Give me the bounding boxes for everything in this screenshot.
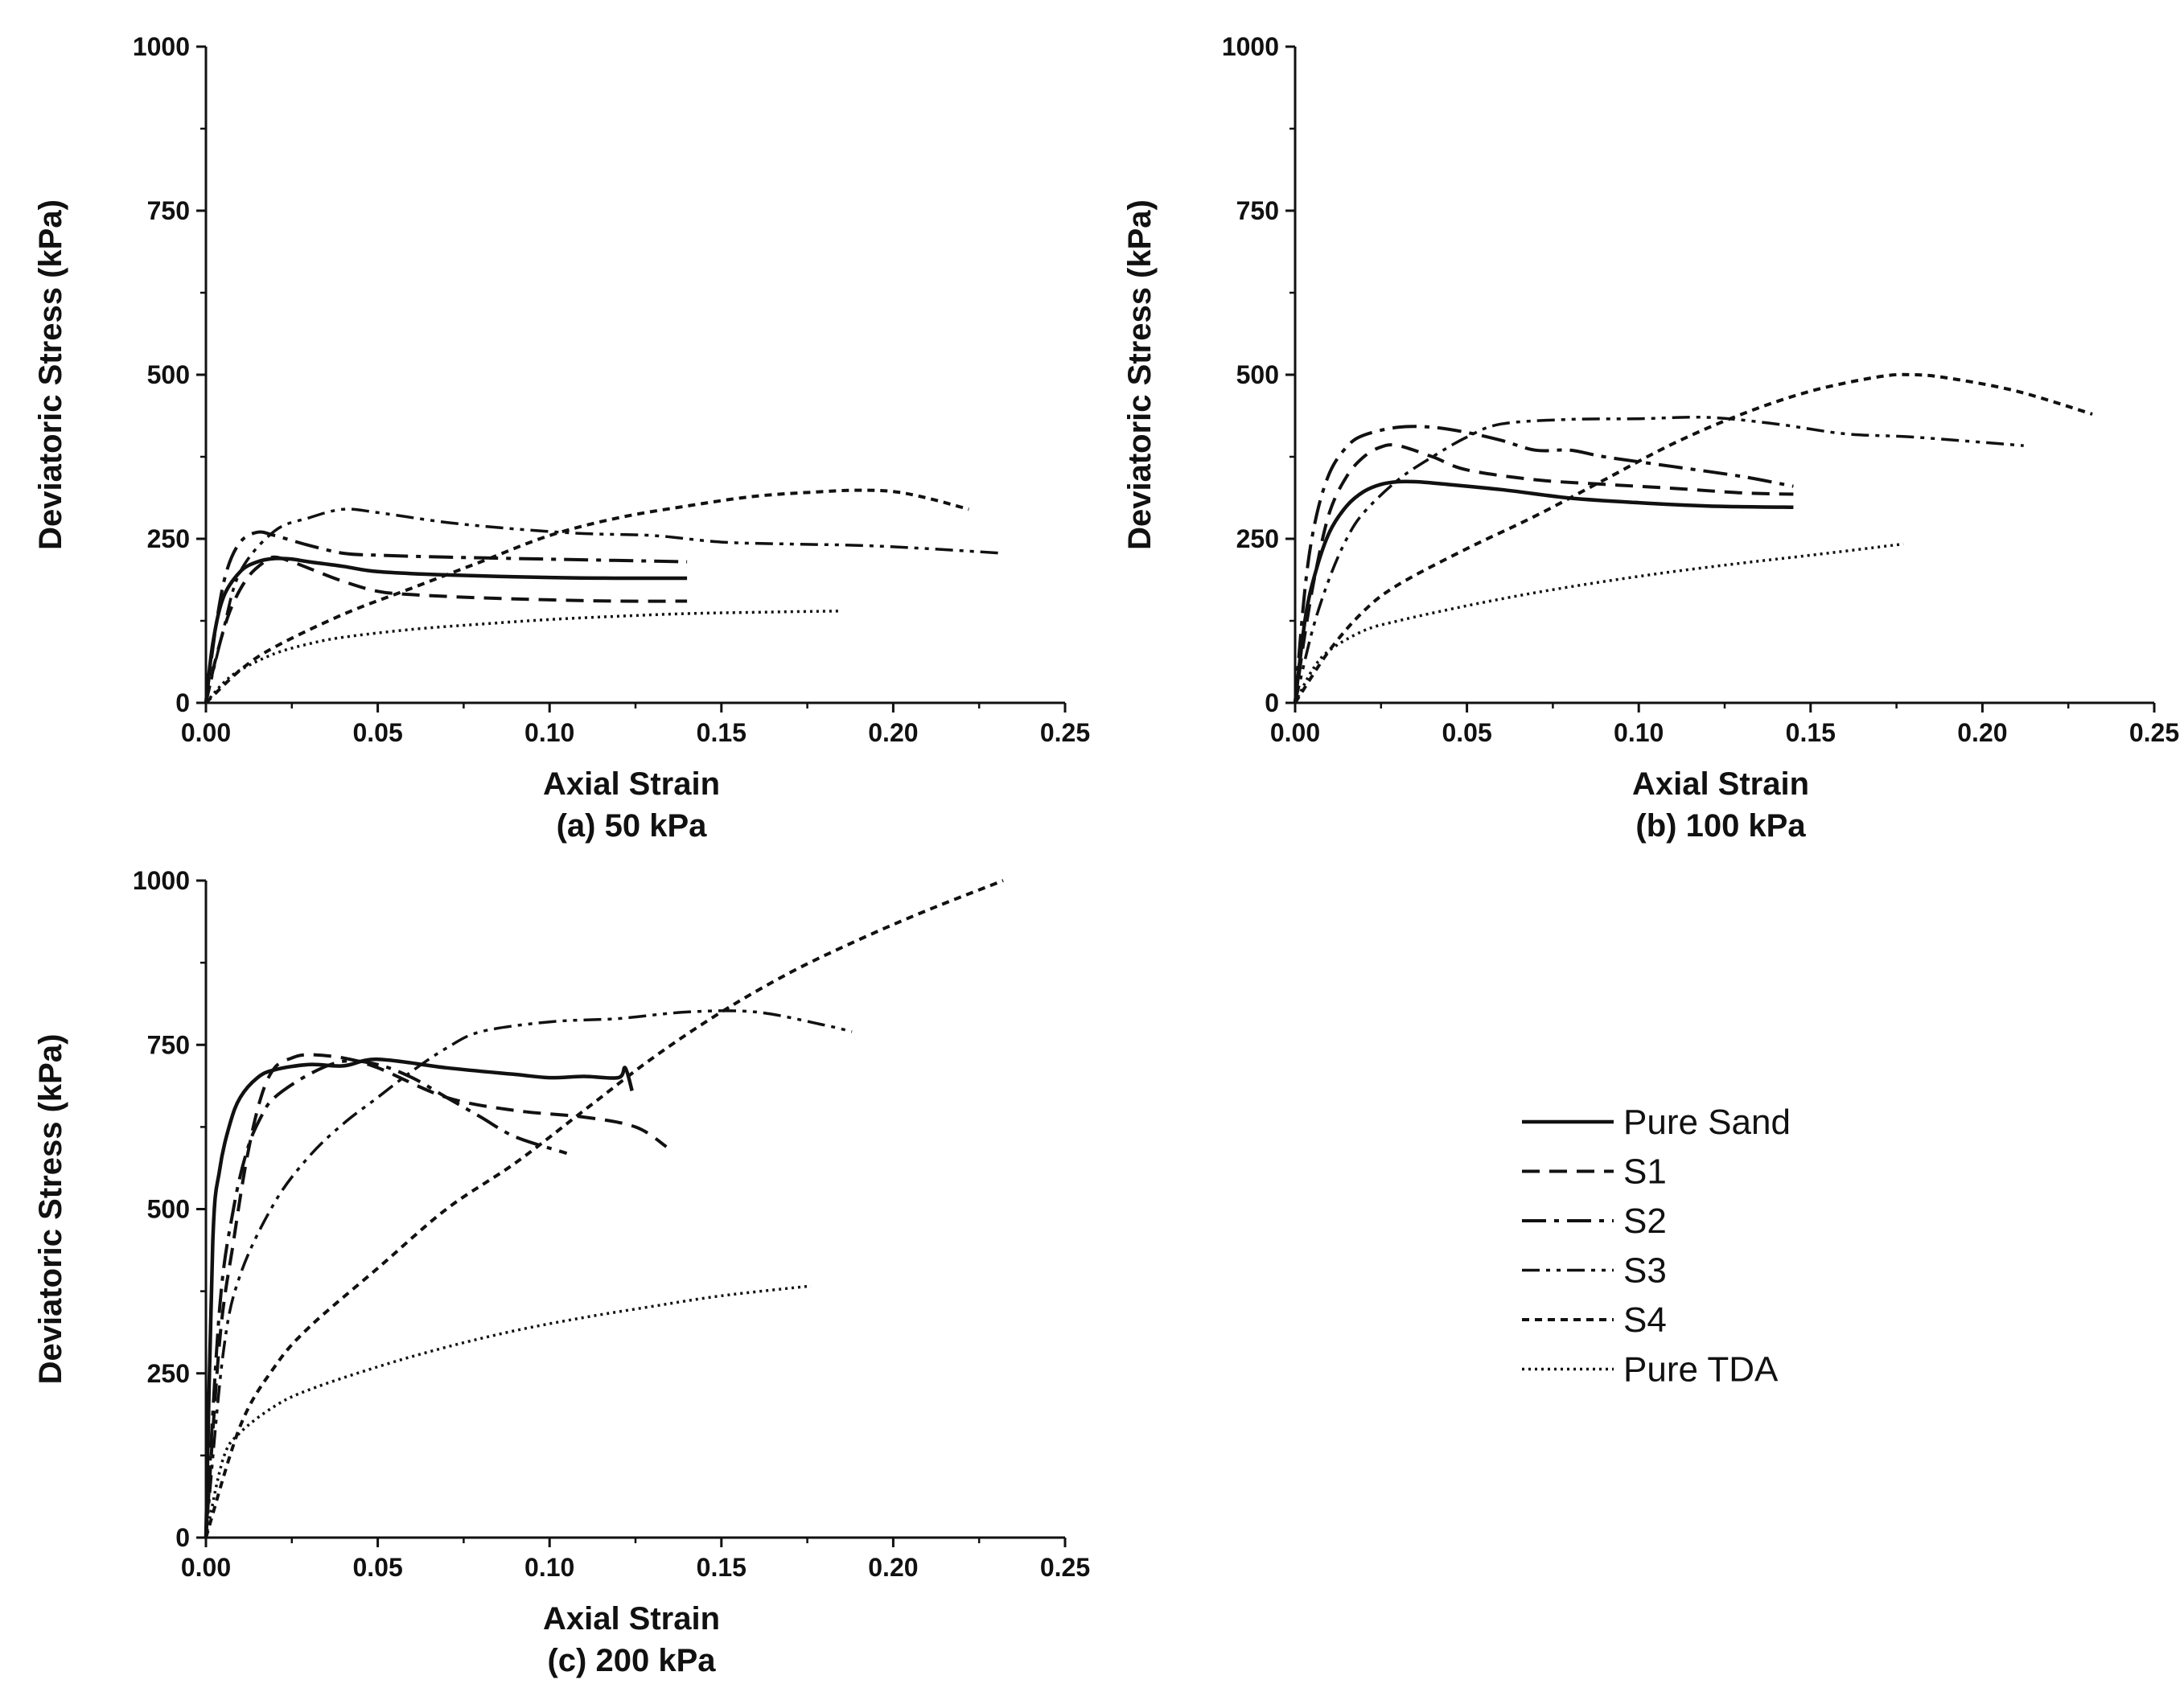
x-tick-label: 0.25 (1040, 718, 1090, 747)
panel-caption: (c) 200 kPa (547, 1643, 716, 1678)
series-line-s1 (204, 555, 688, 704)
x-axis-title: Axial Strain (543, 1601, 720, 1637)
series-line-s4 (204, 879, 1004, 1538)
x-tick-label: 0.15 (697, 718, 747, 747)
legend-label-s3: S3 (1623, 1251, 1667, 1291)
x-axis-title: Axial Strain (543, 766, 720, 802)
chart-panel-1: 0 250 500 750 1000 0.00 0.05 0.10 0.15 0.20 0.25 Ax… (33, 32, 1090, 844)
x-tick-label: 0.05 (1442, 718, 1491, 747)
y-axis-title: Deviatoric Stress (kPa) (1122, 199, 1158, 550)
legend-label-s4: S4 (1623, 1300, 1667, 1340)
legend: Pure Sand S1 S2 S3 S4 Pure TDA (1522, 1103, 1791, 1390)
y-tick-label: 250 (1236, 524, 1279, 553)
x-tick-label: 0.05 (352, 718, 402, 747)
series-line-s2 (204, 1058, 568, 1538)
y-tick-label: 500 (147, 360, 190, 389)
x-tick-label: 0.05 (352, 1553, 402, 1582)
series-line-pure-sand (1293, 479, 1794, 704)
x-axis-title: Axial Strain (1632, 766, 1809, 802)
series-line-s1 (1294, 443, 1794, 704)
series-line-pure-tda (1294, 542, 1904, 704)
legend-label-s1: S1 (1623, 1152, 1667, 1192)
x-tick-label: 0.00 (181, 718, 231, 747)
series-line-pure-sand (204, 1057, 634, 1538)
series-line-s3 (1294, 416, 2024, 704)
y-tick-label: 250 (147, 524, 190, 553)
y-tick-label: 750 (147, 1030, 190, 1059)
series-line-s2 (204, 530, 688, 704)
y-tick-label: 1000 (133, 866, 190, 895)
chart-panel-3: 0 250 500 750 1000 0.00 0.05 0.10 0.15 0.20 0.25 Ax… (33, 866, 1090, 1678)
x-tick-label: 0.10 (524, 1553, 574, 1582)
y-tick-label: 750 (1236, 196, 1279, 225)
x-tick-label: 0.20 (868, 718, 918, 747)
chart-panel-2: 0 250 500 750 1000 0.00 0.05 0.10 0.15 0.20 0.25 Ax… (1122, 32, 2179, 844)
x-tick-label: 0.00 (1270, 718, 1320, 747)
series-line-pure-tda (204, 1284, 812, 1538)
x-tick-label: 0.10 (1614, 718, 1664, 747)
legend-label-s2: S2 (1623, 1201, 1667, 1241)
x-tick-label: 0.15 (697, 1553, 747, 1582)
y-tick-label: 500 (147, 1195, 190, 1224)
y-tick-label: 1000 (1222, 32, 1279, 61)
x-tick-label: 0.15 (1786, 718, 1836, 747)
y-tick-label: 0 (1265, 688, 1279, 717)
series-line-s3 (204, 507, 1004, 704)
x-tick-label: 0.20 (1957, 718, 2007, 747)
series-line-pure-tda (204, 610, 842, 704)
panel-caption: (a) 50 kPa (557, 808, 708, 844)
y-axis-title: Deviatoric Stress (kPa) (33, 1034, 68, 1385)
series-line-s4 (204, 488, 969, 704)
y-tick-label: 0 (175, 1523, 190, 1552)
series-line-s2 (1294, 425, 1794, 704)
x-tick-label: 0.00 (181, 1553, 231, 1582)
y-tick-label: 750 (147, 196, 190, 225)
x-tick-label: 0.20 (868, 1553, 918, 1582)
legend-label-pure_sand: Pure Sand (1623, 1103, 1791, 1142)
series-line-s3 (204, 1009, 853, 1538)
y-axis-title: Deviatoric Stress (kPa) (33, 199, 68, 550)
y-tick-label: 500 (1236, 360, 1279, 389)
series-line-pure-sand (204, 556, 688, 704)
series-line-s1 (204, 1053, 668, 1538)
series-line-s4 (1294, 372, 2093, 704)
legend-label-pure_tda: Pure TDA (1623, 1350, 1779, 1390)
x-tick-label: 0.25 (2129, 718, 2179, 747)
y-tick-label: 0 (175, 688, 190, 717)
y-tick-label: 1000 (133, 32, 190, 61)
x-tick-label: 0.25 (1040, 1553, 1090, 1582)
panel-caption: (b) 100 kPa (1635, 808, 1806, 844)
x-tick-label: 0.10 (524, 718, 574, 747)
y-tick-label: 250 (147, 1359, 190, 1388)
